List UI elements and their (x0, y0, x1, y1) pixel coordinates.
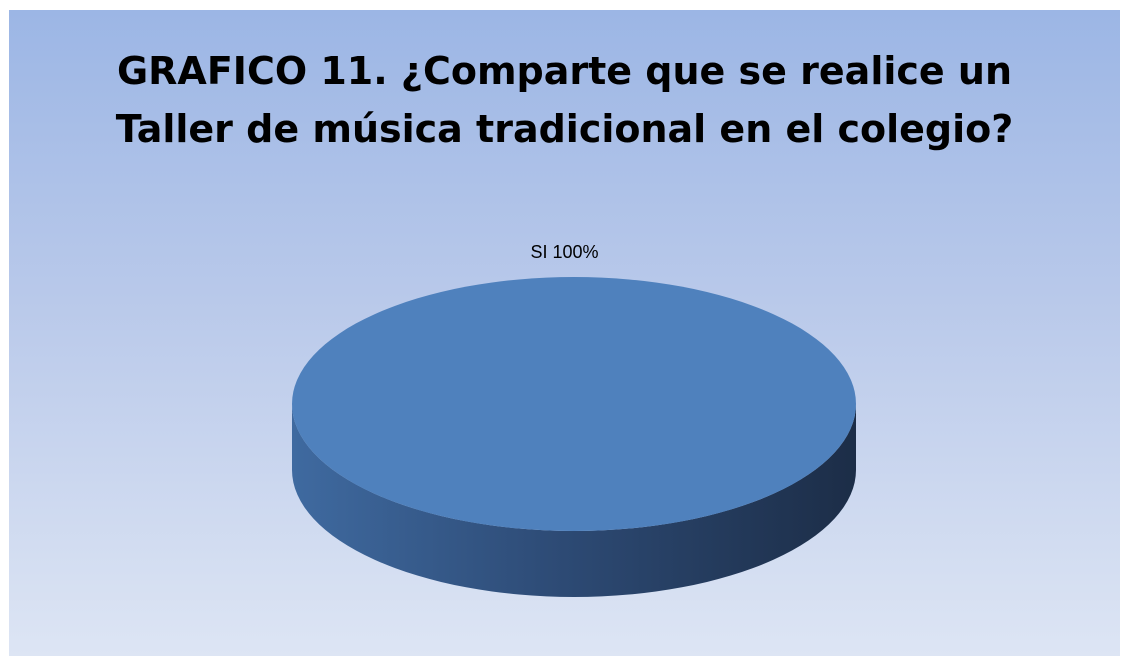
chart-area: GRAFICO 11. ¿Comparte que se realice un … (9, 10, 1120, 656)
chart-title-line-2: Taller de música tradicional en el coleg… (115, 107, 1014, 151)
pie-side-wall (292, 404, 856, 597)
slice-label-si: SI 100% (530, 242, 599, 262)
pie-chart (292, 277, 856, 597)
chart-title-line-1: GRAFICO 11. ¿Comparte que se realice un (116, 49, 1013, 93)
pie-slice-si (292, 277, 856, 531)
chart-title: GRAFICO 11. ¿Comparte que se realice un … (9, 42, 1120, 158)
